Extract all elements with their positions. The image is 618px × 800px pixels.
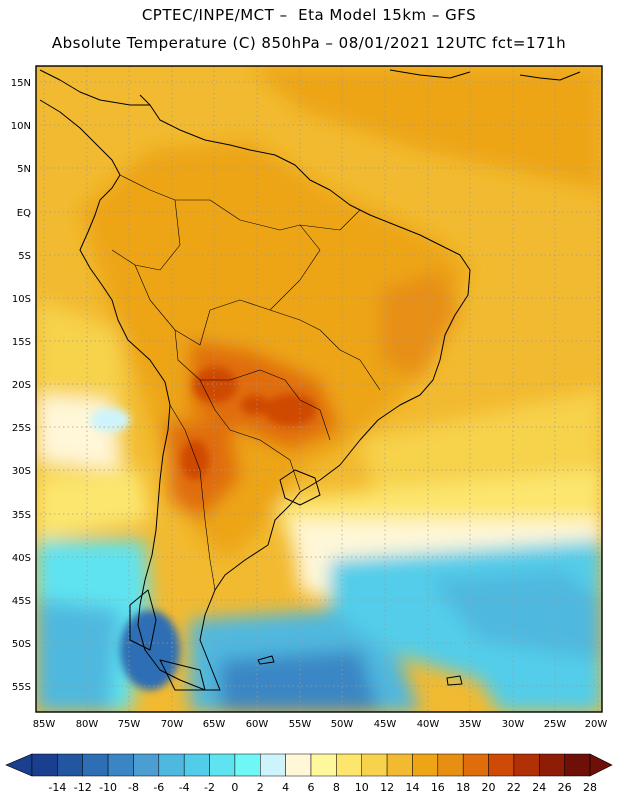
colorbar: -14 -12 -10 -8 -6 -4 -2 0 2 4 6 8 10 12 14 16 18 20 22 24 26… <box>5 753 613 794</box>
lat-label: 15S <box>12 337 31 348</box>
colorbar-swatch <box>82 753 109 777</box>
lat-label: 40S <box>12 553 31 564</box>
coastlines <box>39 69 581 691</box>
colorbar-swatch <box>234 753 261 777</box>
lat-label: EQ <box>17 208 31 219</box>
lon-label: 45W <box>374 719 397 730</box>
lat-label: 25S <box>12 423 31 434</box>
colorbar-label: 8 <box>333 781 340 794</box>
colorbar-swatch <box>564 753 591 777</box>
colorbar-label: 14 <box>405 781 419 794</box>
colorbar-swatch <box>209 753 236 777</box>
colorbar-label: 18 <box>456 781 470 794</box>
colorbar-label: -6 <box>153 781 164 794</box>
lat-label: 5S <box>18 251 31 262</box>
lon-label: 80W <box>76 719 99 730</box>
colorbar-label: 20 <box>482 781 496 794</box>
colorbar-label: 24 <box>532 781 546 794</box>
colorbar-label: -12 <box>74 781 92 794</box>
colorbar-arrow-low <box>5 753 33 777</box>
colorbar-arrow-high <box>589 753 613 777</box>
lat-label: 45S <box>12 596 31 607</box>
lat-label: 20S <box>12 380 31 391</box>
colorbar-swatch <box>412 753 439 777</box>
lat-label: 35S <box>12 510 31 521</box>
temperature-map: 15N 10N 5N EQ 5S 10S 15S 20S 25S 30S 35S… <box>11 65 608 730</box>
colorbar-label: 2 <box>257 781 264 794</box>
colorbar-swatch <box>386 753 413 777</box>
colorbar-swatch <box>361 753 388 777</box>
map-frame <box>35 65 603 713</box>
temperature-field <box>36 66 602 712</box>
lat-label: 10N <box>11 121 31 132</box>
colorbar-label: 6 <box>308 781 315 794</box>
colorbar-swatch <box>488 753 515 777</box>
colorbar-swatch <box>539 753 565 777</box>
lat-label: 15N <box>11 78 31 89</box>
colorbar-label: 22 <box>507 781 521 794</box>
lon-label: 50W <box>331 719 354 730</box>
latitude-labels: 15N 10N 5N EQ 5S 10S 15S 20S 25S 30S 35S… <box>11 78 31 693</box>
colorbar-swatch <box>183 753 210 777</box>
colorbar-swatch <box>513 753 540 777</box>
lon-label: 85W <box>33 719 56 730</box>
colorbar-label: -4 <box>179 781 190 794</box>
colorbar-label: 12 <box>380 781 394 794</box>
lon-label: 65W <box>203 719 226 730</box>
colorbar-swatch <box>107 753 134 777</box>
colorbar-swatch <box>158 753 185 777</box>
colorbar-label: -2 <box>204 781 215 794</box>
colorbar-label: -14 <box>48 781 66 794</box>
colorbar-label: -10 <box>99 781 117 794</box>
lon-label: 40W <box>417 719 440 730</box>
colorbar-label: 0 <box>231 781 238 794</box>
lon-label: 25W <box>544 719 567 730</box>
lat-label: 55S <box>12 682 31 693</box>
lat-label: 10S <box>12 294 31 305</box>
colorbar-label: 28 <box>583 781 597 794</box>
colorbar-swatch <box>336 753 362 777</box>
map-title-line1: CPTEC/INPE/MCT – Eta Model 15km – GFS <box>141 6 477 24</box>
lon-label: 70W <box>161 719 184 730</box>
colorbar-swatch <box>133 753 160 777</box>
colorbar-label: 16 <box>431 781 445 794</box>
colorbar-swatch <box>57 753 83 777</box>
colorbar-swatch <box>31 753 58 777</box>
colorbar-swatch <box>285 753 312 777</box>
country-borders <box>111 174 381 591</box>
lon-label: 60W <box>246 719 269 730</box>
colorbar-swatch <box>437 753 464 777</box>
lon-label: 30W <box>502 719 525 730</box>
map-title-line2: Absolute Temperature (C) 850hPa – 08/01/… <box>51 34 567 52</box>
lon-label: 55W <box>289 719 312 730</box>
lat-label: 50S <box>12 639 31 650</box>
colorbar-label: -8 <box>128 781 139 794</box>
colorbar-swatch <box>310 753 337 777</box>
colorbar-label: 26 <box>558 781 572 794</box>
colorbar-swatch <box>462 753 489 777</box>
lon-label: 75W <box>118 719 141 730</box>
lon-label: 35W <box>459 719 482 730</box>
lon-label: 20W <box>585 719 608 730</box>
colorbar-label: 4 <box>282 781 289 794</box>
lat-label: 30S <box>12 466 31 477</box>
colorbar-label: 10 <box>355 781 369 794</box>
colorbar-swatch <box>260 753 286 777</box>
lat-label: 5N <box>17 164 31 175</box>
longitude-labels: 85W 80W 75W 70W 65W 60W 55W 50W 45W 40W … <box>33 719 608 730</box>
